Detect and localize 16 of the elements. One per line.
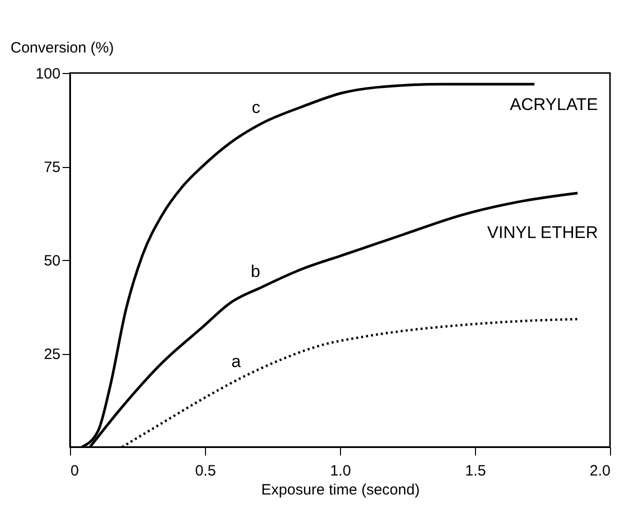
- series-label: a: [231, 352, 242, 372]
- x-tick-label: 2.0: [590, 462, 610, 480]
- x-tick-label: 1.0: [330, 462, 351, 480]
- y-tick-label: 25: [44, 346, 60, 363]
- y-tick-label: 50: [44, 252, 60, 270]
- y-tick-label: 75: [44, 159, 60, 176]
- x-tick-label: 1.5: [465, 462, 486, 480]
- x-axis-title: Exposure time (second): [261, 482, 420, 498]
- annotation: ACRYLATE: [510, 95, 598, 114]
- annotation: VINYL ETHER: [487, 223, 598, 242]
- y-axis-title: Conversion (%): [10, 40, 114, 56]
- series-label: c: [252, 98, 261, 118]
- x-tick-label: 0.5: [195, 462, 216, 480]
- y-tick-label: 100: [35, 66, 60, 82]
- x-tick-label: 0: [70, 462, 79, 480]
- series-label: b: [250, 262, 260, 281]
